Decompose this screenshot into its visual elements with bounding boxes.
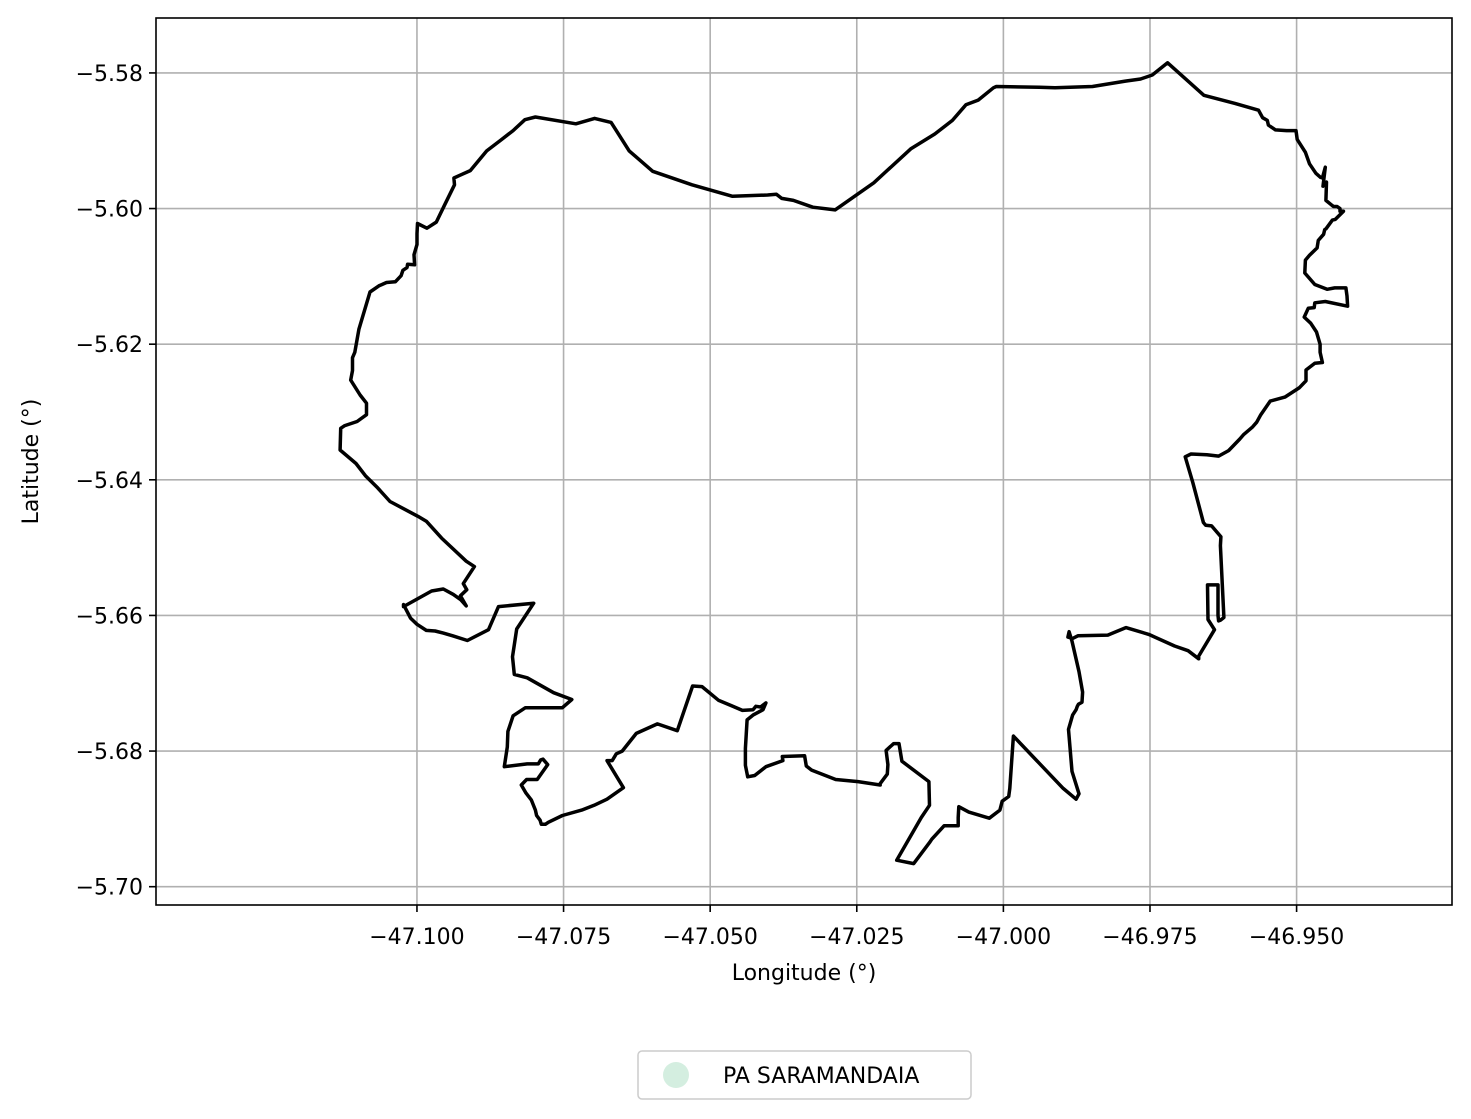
x-tick-label: −46.975: [1102, 925, 1197, 950]
y-tick-label: −5.58: [76, 62, 143, 87]
x-tick-label: −47.100: [369, 925, 464, 950]
y-axis: −5.58 −5.60 −5.62 −5.64 −5.66 −5.68 −5.70: [76, 62, 156, 901]
x-tick-label: −47.075: [516, 925, 611, 950]
legend-marker: [663, 1062, 689, 1088]
plot-frame: [156, 18, 1452, 905]
legend-label: PA SARAMANDAIA: [723, 1064, 919, 1089]
boundary-line: [340, 63, 1348, 864]
y-tick-label: −5.60: [76, 198, 143, 223]
x-tick-label: −47.025: [809, 925, 904, 950]
y-tick-label: −5.70: [76, 876, 143, 901]
y-tick-label: −5.66: [76, 604, 143, 629]
x-tick-label: −47.000: [956, 925, 1051, 950]
gridlines: [156, 18, 1452, 905]
y-tick-label: −5.68: [76, 740, 143, 765]
x-tick-label: −47.050: [662, 925, 757, 950]
y-tick-label: −5.62: [76, 333, 143, 358]
x-tick-label: −46.950: [1249, 925, 1344, 950]
y-tick-label: −5.64: [76, 469, 143, 494]
legend: PA SARAMANDAIA: [638, 1051, 971, 1099]
x-axis: −47.100 −47.075 −47.050 −47.025 −47.000 −46.9…: [369, 905, 1344, 950]
y-axis-label: Latitude (°): [19, 399, 44, 525]
x-axis-label: Longitude (°): [732, 961, 877, 986]
